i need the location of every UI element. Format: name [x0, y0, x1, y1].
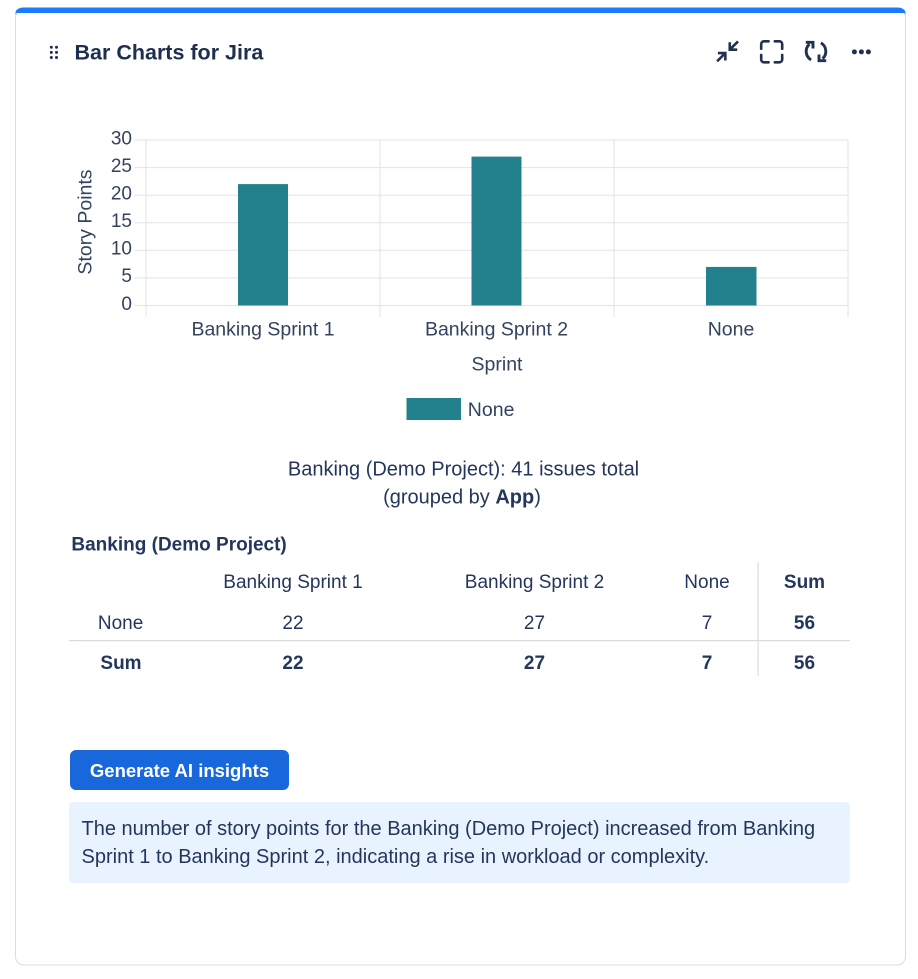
svg-text:7: 7	[702, 613, 713, 634]
svg-text:56: 56	[794, 613, 815, 634]
svg-text:Banking Sprint 2: Banking Sprint 2	[465, 572, 604, 593]
svg-text:10: 10	[111, 239, 132, 260]
svg-text:Banking (Demo Project): Banking (Demo Project)	[71, 535, 286, 556]
svg-text:27: 27	[524, 653, 545, 674]
svg-text:Bar Charts for Jira: Bar Charts for Jira	[75, 41, 265, 65]
svg-text:Banking Sprint 1: Banking Sprint 1	[223, 572, 362, 593]
svg-text:56: 56	[794, 653, 815, 674]
svg-text:30: 30	[111, 128, 132, 149]
svg-text:The number of story points for: The number of story points for the Banki…	[82, 818, 816, 840]
svg-text:(grouped by App): (grouped by App)	[383, 487, 541, 509]
svg-text:None: None	[684, 572, 729, 593]
svg-text:Sum: Sum	[784, 572, 825, 593]
svg-text:15: 15	[111, 211, 132, 232]
svg-text:Sprint: Sprint	[472, 354, 524, 376]
svg-text:Banking Sprint 2: Banking Sprint 2	[425, 318, 568, 340]
svg-text:0: 0	[121, 294, 132, 315]
svg-text:None: None	[708, 318, 755, 340]
svg-text:None: None	[468, 399, 515, 421]
svg-text:20: 20	[111, 184, 132, 205]
svg-text:Story Points: Story Points	[75, 169, 97, 274]
svg-text:Sum: Sum	[100, 653, 141, 674]
svg-text:22: 22	[282, 613, 303, 634]
svg-text:22: 22	[282, 653, 303, 674]
svg-text:7: 7	[702, 653, 713, 674]
svg-text:Generate AI insights: Generate AI insights	[90, 760, 269, 781]
svg-text:27: 27	[524, 613, 545, 634]
svg-text:25: 25	[111, 156, 132, 177]
svg-text:Banking Sprint 1: Banking Sprint 1	[191, 318, 334, 340]
svg-text:Banking (Demo Project): 41 iss: Banking (Demo Project): 41 issues total	[288, 459, 639, 481]
svg-text:Sprint 1 to Banking Sprint 2,: Sprint 1 to Banking Sprint 2, indicating…	[82, 846, 710, 868]
svg-text:None: None	[98, 613, 143, 634]
svg-text:5: 5	[121, 266, 132, 287]
